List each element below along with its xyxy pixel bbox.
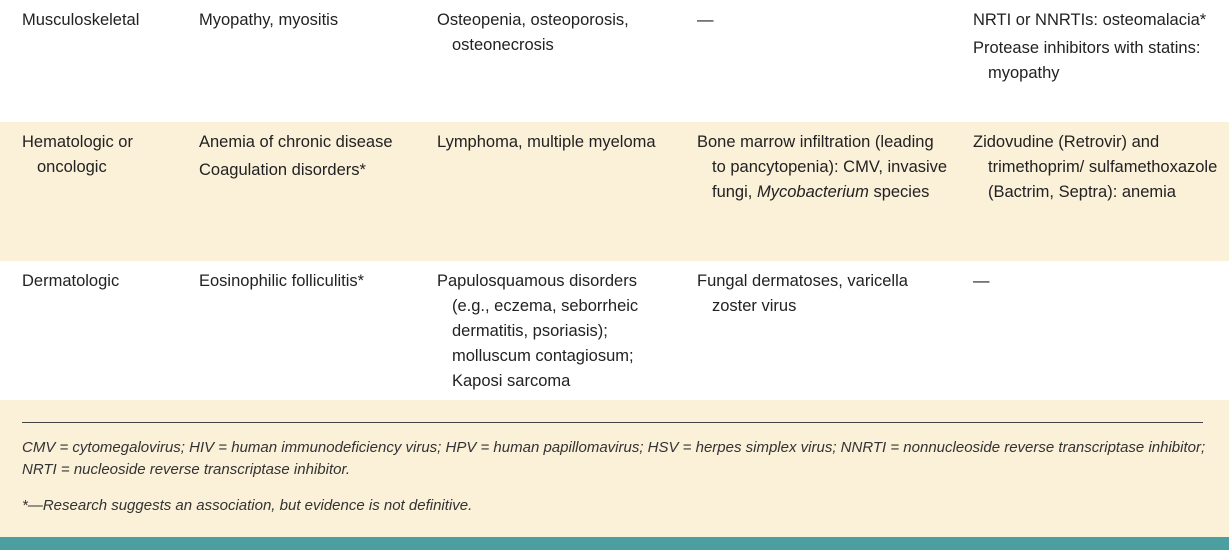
cell-col4: Bone marrow infiltration (leading to pan…	[675, 130, 951, 261]
cell-text: species	[873, 183, 930, 201]
cell-entry: Bone marrow infiltration (leading to pan…	[697, 130, 951, 205]
organism-name: Mycobacterium	[756, 183, 869, 201]
cell-col5: —	[951, 269, 1229, 400]
footnote-divider	[22, 422, 1203, 423]
cell-entry: Eosinophilic folliculitis*	[199, 272, 365, 290]
cell-col3: Papulosquamous disorders (e.g., eczema, …	[415, 269, 675, 400]
cell-entry: Lymphoma, multiple myeloma	[437, 133, 656, 151]
asterisk-footnote: *—Research suggests an association, but …	[22, 497, 473, 514]
cell-entry: Fungal dermatoses, varicella zoster viru…	[697, 272, 908, 315]
cell-col3: Lymphoma, multiple myeloma	[415, 130, 675, 261]
cell-system: Musculoskeletal	[0, 8, 176, 122]
cell-entry: —	[697, 11, 714, 29]
system-label: Musculoskeletal	[22, 11, 140, 29]
cell-entry: NRTI or NNRTIs: osteomalacia*	[973, 11, 1207, 29]
cell-entry: Protease inhibitors with statins: myopat…	[973, 39, 1201, 82]
cell-system: Dermatologic	[0, 269, 176, 400]
cell-entry: —	[973, 272, 990, 290]
table-row-dermatologic: Dermatologic Eosinophilic folliculitis* …	[0, 261, 1229, 400]
table-footnotes: CMV = cytomegalovirus; HIV = human immun…	[0, 400, 1229, 537]
system-label: Dermatologic	[22, 272, 120, 290]
cell-col5: Zidovudine (Retrovir) and trimethoprim/ …	[951, 130, 1229, 261]
table-row-hematologic: Hematologic or oncologic Anemia of chron…	[0, 122, 1229, 261]
cell-entry: Osteopenia, osteoporosis, osteonecrosis	[437, 11, 629, 54]
cell-text: Bone marrow infiltration (leading to pan…	[697, 133, 948, 201]
conditions-table: Musculoskeletal Myopathy, myositis Osteo…	[0, 0, 1229, 400]
system-label: Hematologic or oncologic	[22, 133, 133, 176]
cell-col2: Myopathy, myositis	[176, 8, 415, 122]
cell-col2: Eosinophilic folliculitis*	[176, 269, 415, 400]
cell-col4: —	[675, 8, 951, 122]
cell-entry: Papulosquamous disorders (e.g., eczema, …	[437, 272, 639, 390]
cell-col5: NRTI or NNRTIs: osteomalacia* Protease i…	[951, 8, 1229, 122]
cell-entry: Zidovudine (Retrovir) and trimethoprim/ …	[973, 133, 1218, 201]
table-row-musculoskeletal: Musculoskeletal Myopathy, myositis Osteo…	[0, 0, 1229, 122]
cell-col2: Anemia of chronic disease Coagulation di…	[176, 130, 415, 261]
abbreviations-footnote: CMV = cytomegalovirus; HIV = human immun…	[22, 439, 1206, 478]
cell-entry: Myopathy, myositis	[199, 11, 339, 29]
cell-entry: Anemia of chronic disease	[199, 133, 393, 151]
cell-entry: Coagulation disorders*	[199, 161, 366, 179]
bottom-accent-bar	[0, 537, 1229, 550]
cell-system: Hematologic or oncologic	[0, 130, 176, 261]
cell-col4: Fungal dermatoses, varicella zoster viru…	[675, 269, 951, 400]
cell-col3: Osteopenia, osteoporosis, osteonecrosis	[415, 8, 675, 122]
